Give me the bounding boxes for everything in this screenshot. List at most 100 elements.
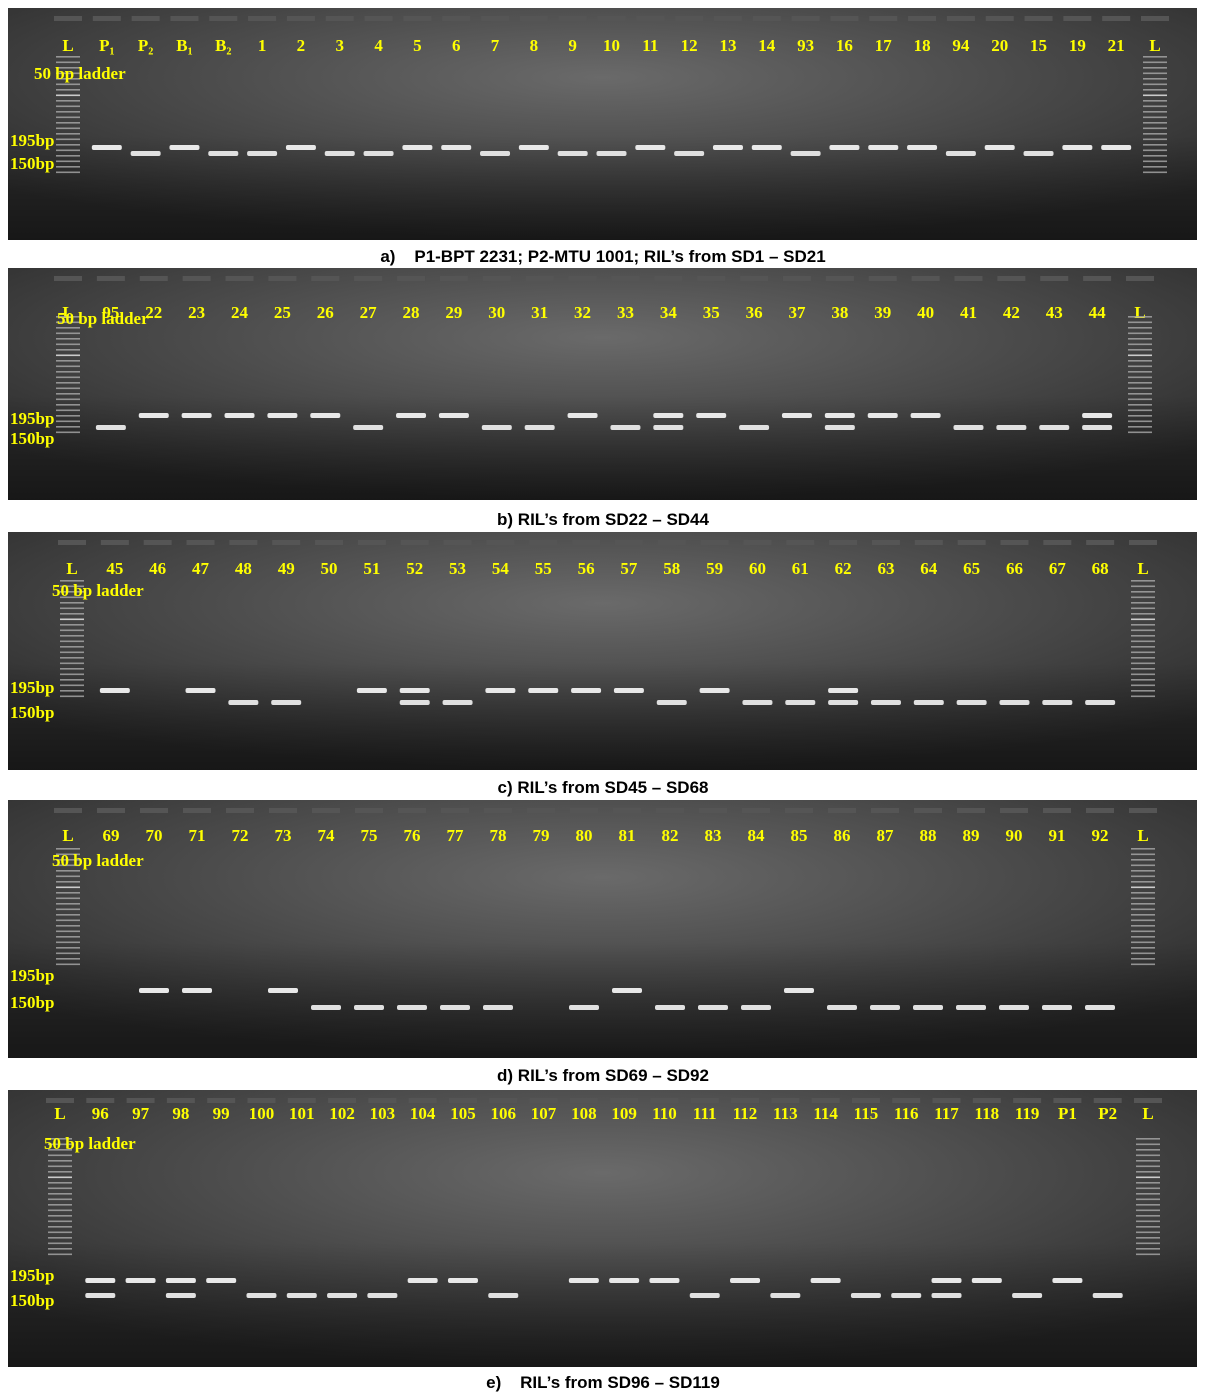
ladder-band [56,172,80,174]
lane-label: L [1137,559,1148,578]
ladder-band [1143,122,1167,124]
well [615,540,643,545]
lane-label: 21 [1108,36,1125,55]
ladder-band [1143,56,1167,58]
ladder-band [1131,646,1155,648]
lane-label: P₂ [138,36,153,55]
lane-label: 2 [297,36,306,55]
lane-label: 56 [578,559,595,578]
marker-label: 195bp [10,966,54,985]
ladder-band [48,1166,72,1168]
band [868,145,898,150]
band [657,700,687,705]
lane-label: 71 [189,826,206,845]
well [489,1098,517,1103]
ladder-band [1136,1226,1160,1228]
well [570,1098,598,1103]
lane-label: L [62,826,73,845]
ladder-band [56,360,80,362]
band [653,413,683,418]
well [852,1098,880,1103]
lane-label: 79 [533,826,550,845]
well [440,276,468,281]
ladder-band [1131,657,1155,659]
lane-label: 62 [835,559,852,578]
band [932,1293,962,1298]
band [653,425,683,430]
well [1043,540,1071,545]
lane-label: L [54,1104,65,1123]
lane-label: 106 [491,1104,517,1123]
ladder-band [1143,89,1167,91]
lane-label: 37 [788,303,806,322]
well [326,16,354,21]
well [54,808,82,813]
ladder-band [1131,641,1155,643]
well [1134,1098,1162,1103]
lane-label: 69 [103,826,120,845]
band [1093,1293,1123,1298]
ladder-band [56,914,80,916]
lane-label: 102 [329,1104,355,1123]
ladder-band [1128,316,1152,318]
ladder-band [56,964,80,966]
well [1086,540,1114,545]
band [568,413,598,418]
band [139,988,169,993]
lane-label: 111 [693,1104,717,1123]
band [649,1278,679,1283]
well [654,276,682,281]
lane-label: 68 [1092,559,1109,578]
lane-label: 117 [934,1104,959,1123]
well [170,16,198,21]
ladder-band [56,106,80,108]
lane-label: 29 [445,303,462,322]
lane-label: L [1137,826,1148,845]
well [442,16,470,21]
lane-label: 101 [289,1104,315,1123]
gel-shade [8,1242,1197,1367]
ladder-band [56,155,80,157]
ladder-band [1131,696,1155,698]
ladder-band [1143,100,1167,102]
ladder-band [1143,67,1167,69]
well [183,808,211,813]
band [827,1005,857,1010]
band [829,145,859,150]
gel-shade [8,663,1197,770]
band [206,1278,236,1283]
ladder-band [56,876,80,878]
ladder-band [1143,139,1167,141]
lane-label: 54 [492,559,510,578]
well [368,1098,396,1103]
ladder-band [1131,876,1155,878]
band [286,145,316,150]
lane-label: 11 [642,36,658,55]
band [597,151,627,156]
band [811,1278,841,1283]
ladder-band [1131,624,1155,626]
well [869,276,897,281]
ladder-band [1131,652,1155,654]
band [1042,700,1072,705]
well [248,16,276,21]
band [569,1005,599,1010]
ladder-label: 50 bp ladder [44,1134,136,1153]
band [126,1278,156,1283]
band [868,413,898,418]
lane-label: 18 [914,36,931,55]
lane-label: 63 [877,559,894,578]
lane-label: 61 [792,559,809,578]
band [439,413,469,418]
lane-label: 20 [991,36,1008,55]
ladder-band [56,338,80,340]
ladder-band [56,366,80,368]
ladder-band [56,892,80,894]
ladder-band [56,388,80,390]
band [287,1293,317,1298]
lane-label: 66 [1006,559,1023,578]
band [353,425,383,430]
well [483,276,511,281]
ladder-band [56,139,80,141]
ladder-band [1131,909,1155,911]
